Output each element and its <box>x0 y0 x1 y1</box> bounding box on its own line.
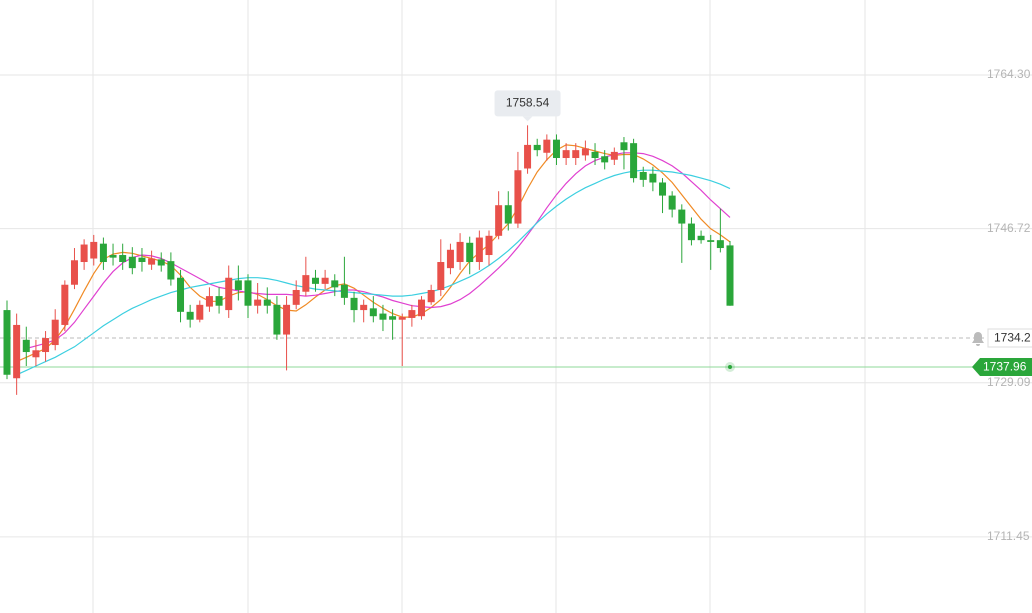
candle-body <box>446 249 454 269</box>
candle-body <box>22 339 30 353</box>
candle-body <box>726 245 734 306</box>
candle-body <box>591 151 599 159</box>
candle-body <box>389 316 397 320</box>
candle-body <box>572 150 580 159</box>
candle-body <box>273 304 281 335</box>
candle-body <box>292 289 300 305</box>
candle-body <box>475 237 483 263</box>
candle-body <box>543 139 551 153</box>
candle-body <box>601 156 609 163</box>
candle-body <box>659 182 667 196</box>
candle-body <box>61 284 69 325</box>
candle-body <box>649 173 657 183</box>
candle-body <box>138 257 146 263</box>
candle-body <box>456 241 464 263</box>
candle-body <box>716 240 724 249</box>
candle-body <box>466 242 474 263</box>
candle-body <box>408 310 416 318</box>
candle-body <box>581 148 589 156</box>
candle-body <box>225 277 233 311</box>
candle-body <box>99 243 107 263</box>
candle-body <box>707 240 715 242</box>
ma-line <box>16 169 731 376</box>
candle-body <box>321 277 329 284</box>
candle-body <box>678 209 686 224</box>
candle-body <box>360 304 368 311</box>
candle-body <box>485 235 493 256</box>
candle-body <box>148 258 156 265</box>
candle-body <box>263 299 271 306</box>
candle-body <box>697 235 705 241</box>
y-tick-label: 1711.45 <box>987 529 1030 543</box>
tooltip-label: 1758.54 <box>506 95 550 109</box>
candle-body <box>109 255 117 258</box>
candle-body <box>196 304 204 320</box>
candle-body <box>610 151 618 160</box>
candle-body <box>620 142 628 151</box>
tooltip-arrow <box>522 116 533 122</box>
max-tooltip: 1758.54 <box>494 90 561 122</box>
candle-body <box>311 277 319 284</box>
y-tick-label: 1764.30 <box>987 67 1031 81</box>
candle-body <box>340 284 348 298</box>
bell-icon[interactable] <box>972 332 984 346</box>
candle-body <box>552 139 560 159</box>
price-dot <box>728 365 732 369</box>
candle-body <box>13 324 21 379</box>
candle-body <box>215 296 223 306</box>
candle-body <box>495 205 503 236</box>
candle-body <box>418 299 426 317</box>
y-tick-label: 1729.09 <box>987 375 1031 389</box>
candle-body <box>42 338 50 353</box>
candle-body <box>157 259 165 266</box>
candle-body <box>167 261 175 280</box>
candle-body <box>524 144 532 169</box>
candle-body <box>533 144 541 151</box>
tooltip-box <box>494 90 561 117</box>
alert-label: 1734.2 <box>994 331 1031 345</box>
candle-body <box>514 170 522 224</box>
candle-body <box>51 319 59 346</box>
candle-body <box>186 311 194 320</box>
candle-body <box>177 277 185 312</box>
candle-body <box>437 262 445 290</box>
candle-body <box>379 313 387 320</box>
candle-body <box>504 205 512 224</box>
candle-body <box>90 241 98 259</box>
candle-body <box>119 255 127 263</box>
candle-body <box>80 244 88 263</box>
y-tick-label: 1746.72 <box>987 221 1031 235</box>
candle-body <box>331 280 339 288</box>
candle-body <box>70 260 78 285</box>
candle-body <box>128 256 136 269</box>
candle-body <box>562 150 570 159</box>
candle-body <box>254 299 262 306</box>
candle-body <box>668 195 676 210</box>
candle-body <box>205 296 213 307</box>
current-price-label: 1737.96 <box>983 360 1027 374</box>
candle-body <box>369 308 377 317</box>
current-price-tag <box>972 358 1032 376</box>
candle-body <box>3 310 11 375</box>
candle-body <box>398 317 406 320</box>
candle-body <box>639 171 647 180</box>
candle-body <box>283 304 291 335</box>
candle-body <box>302 275 310 292</box>
candle-body <box>244 280 252 306</box>
candle-body <box>234 280 242 290</box>
candle-body <box>350 297 358 311</box>
candle-body <box>427 289 435 303</box>
candle-body <box>630 143 638 179</box>
candle-body <box>687 223 695 241</box>
candle-body <box>32 350 40 358</box>
alert-label-box <box>987 328 1032 348</box>
